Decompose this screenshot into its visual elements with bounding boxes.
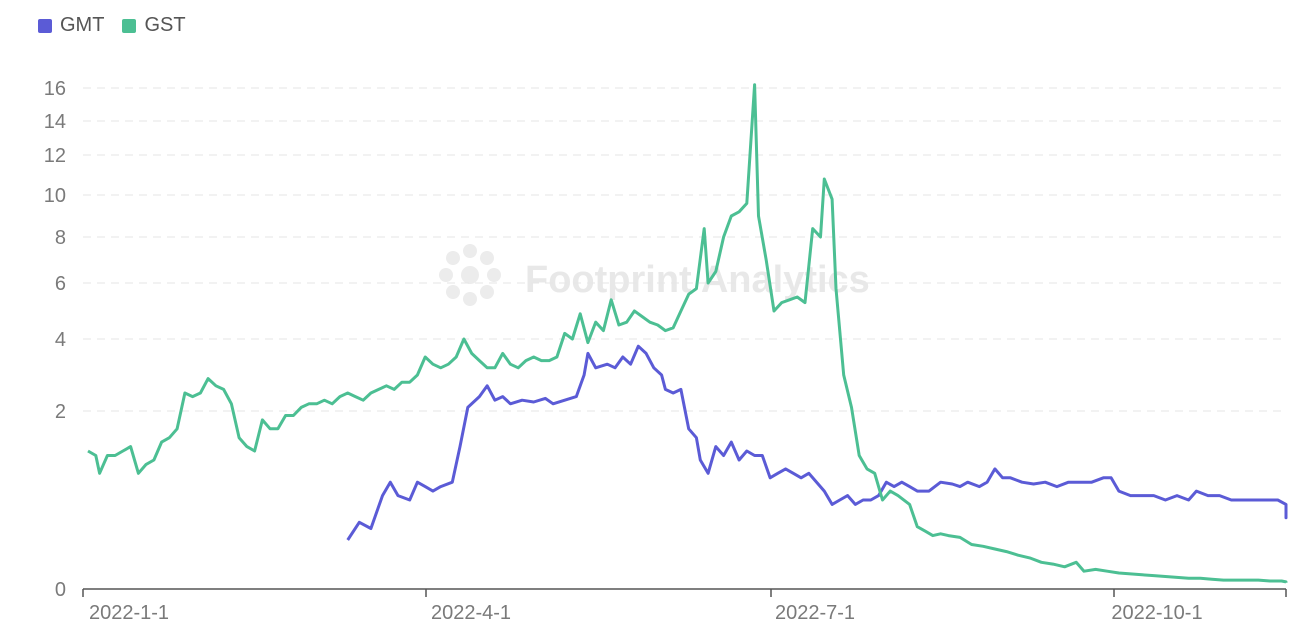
y-tick-label: 12 bbox=[44, 145, 66, 167]
legend-swatch-gst bbox=[122, 18, 137, 33]
series-line-gst[interactable] bbox=[87, 83, 1288, 584]
grid bbox=[83, 87, 1286, 412]
y-tick-label: 14 bbox=[44, 111, 66, 133]
legend: GMT GST bbox=[38, 14, 186, 37]
y-tick-label: 16 bbox=[44, 78, 66, 100]
y-tick-label: 8 bbox=[55, 227, 66, 249]
y-axis: 0 2 4 6 8 10 12 14 16 bbox=[44, 78, 66, 601]
legend-item-gst[interactable]: GST bbox=[122, 14, 186, 37]
y-tick-label: 10 bbox=[44, 185, 66, 207]
legend-swatch-gmt bbox=[38, 18, 52, 33]
y-tick-label: 6 bbox=[55, 273, 66, 295]
x-tick-label: 2022-4-1 bbox=[431, 602, 511, 624]
y-tick-label: 0 bbox=[55, 579, 66, 601]
x-tick-label: 2022-1-1 bbox=[89, 602, 169, 624]
footprint-logo-icon bbox=[439, 244, 501, 306]
series-lines bbox=[87, 83, 1288, 584]
legend-label-gst: GST bbox=[144, 14, 186, 36]
legend-item-gmt[interactable]: GMT bbox=[38, 14, 104, 37]
legend-label-gmt: GMT bbox=[60, 14, 105, 36]
series-line-gmt[interactable] bbox=[346, 344, 1288, 541]
x-tick-label: 2022-10-1 bbox=[1111, 602, 1202, 624]
x-tick-label: 2022-7-1 bbox=[775, 602, 855, 624]
y-tick-label: 4 bbox=[55, 329, 66, 351]
y-tick-label: 2 bbox=[55, 401, 66, 423]
x-axis: 2022-1-1 2022-4-1 2022-7-1 2022-10-1 bbox=[82, 588, 1287, 624]
